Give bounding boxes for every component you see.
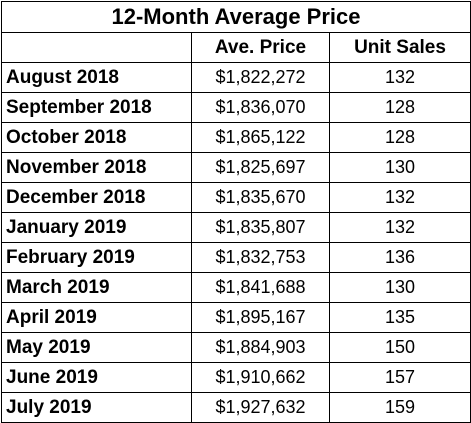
row-month: September 2018 [1,92,192,123]
row-ave-price: $1,910,662 [191,362,330,393]
row-unit-sales: 130 [328,152,471,183]
row-ave-price: $1,841,688 [191,272,330,303]
row-unit-sales: 130 [328,272,471,303]
row-ave-price: $1,825,697 [191,152,330,183]
header-unit-sales: Unit Sales [328,32,471,63]
table-body: August 2018 $1,822,272 132 September 2018 $1… [1,62,471,423]
table-row: May 2019 $1,884,903 150 [1,332,471,363]
table-row: June 2019 $1,910,662 157 [1,362,471,393]
row-month: August 2018 [1,62,192,93]
table-row: February 2019 $1,832,753 136 [1,242,471,273]
row-ave-price: $1,835,670 [191,182,330,213]
table-row: November 2018 $1,825,697 130 [1,152,471,183]
row-month: December 2018 [1,182,192,213]
table-title: 12-Month Average Price [0,1,471,33]
row-unit-sales: 132 [328,212,471,243]
row-ave-price: $1,835,807 [191,212,330,243]
table-row: March 2019 $1,841,688 130 [1,272,471,303]
row-unit-sales: 159 [328,392,471,423]
row-month: July 2019 [1,392,192,423]
row-month: April 2019 [1,302,192,333]
row-unit-sales: 132 [328,62,471,93]
table-row: October 2018 $1,865,122 128 [1,122,471,153]
row-unit-sales: 150 [328,332,471,363]
table-row: September 2018 $1,836,070 128 [1,92,471,123]
row-ave-price: $1,884,903 [191,332,330,363]
table-row: December 2018 $1,835,670 132 [1,182,471,213]
table-row: July 2019 $1,927,632 159 [1,392,471,423]
row-month: February 2019 [1,242,192,273]
row-ave-price: $1,822,272 [191,62,330,93]
row-month: November 2018 [1,152,192,183]
row-ave-price: $1,836,070 [191,92,330,123]
header-month [1,32,192,63]
row-month: October 2018 [1,122,192,153]
row-ave-price: $1,832,753 [191,242,330,273]
row-unit-sales: 128 [328,122,471,153]
row-month: June 2019 [1,362,192,393]
row-unit-sales: 135 [328,302,471,333]
row-unit-sales: 157 [328,362,471,393]
row-month: March 2019 [1,272,192,303]
header-row: Ave. Price Unit Sales [1,32,471,63]
row-ave-price: $1,895,167 [191,302,330,333]
table-row: January 2019 $1,835,807 132 [1,212,471,243]
table-row: April 2019 $1,895,167 135 [1,302,471,333]
row-ave-price: $1,865,122 [191,122,330,153]
row-unit-sales: 136 [328,242,471,273]
row-unit-sales: 132 [328,182,471,213]
title-row: 12-Month Average Price [0,1,471,33]
row-month: January 2019 [1,212,192,243]
row-unit-sales: 128 [328,92,471,123]
header-ave-price: Ave. Price [191,32,330,63]
row-ave-price: $1,927,632 [191,392,330,423]
row-month: May 2019 [1,332,192,363]
table-row: August 2018 $1,822,272 132 [1,62,471,93]
